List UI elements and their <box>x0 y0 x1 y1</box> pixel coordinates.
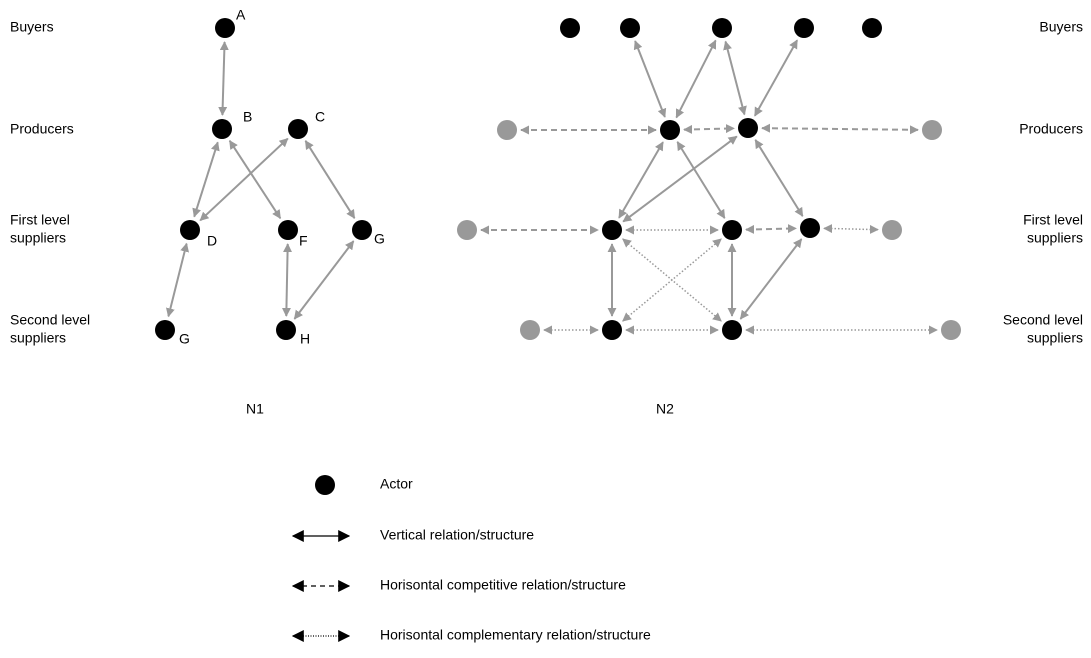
level-label: suppliers <box>1027 330 1083 346</box>
actor-node <box>660 120 680 140</box>
relation-arrow <box>304 140 356 219</box>
actor-node <box>497 120 517 140</box>
actor-node <box>155 320 175 340</box>
node-label: A <box>236 7 246 23</box>
actor-node <box>288 119 308 139</box>
actor-node <box>276 320 296 340</box>
node-label: D <box>207 233 217 249</box>
relation-arrow <box>753 39 799 117</box>
network-title: N2 <box>656 401 674 417</box>
relation-arrow <box>675 39 717 119</box>
relation-arrow <box>739 238 803 320</box>
level-label: suppliers <box>10 330 66 346</box>
relation-arrow <box>754 139 804 217</box>
actor-node <box>794 18 814 38</box>
node-label: G <box>374 231 385 247</box>
level-label: Producers <box>10 121 74 137</box>
relation-arrow <box>218 41 229 116</box>
level-label: Buyers <box>1039 19 1083 35</box>
relation-arrow <box>683 124 735 134</box>
actor-node <box>722 320 742 340</box>
level-label: Producers <box>1019 121 1083 137</box>
actor-node <box>215 18 235 38</box>
relation-arrow <box>676 141 726 219</box>
level-label: Second level <box>10 312 90 328</box>
actor-node <box>180 220 200 240</box>
actor-node <box>457 220 477 240</box>
legend-label: Actor <box>380 476 413 492</box>
actor-node <box>278 220 298 240</box>
actor-node <box>602 320 622 340</box>
actor-node <box>520 320 540 340</box>
relation-arrow <box>622 238 722 322</box>
legend-label: Vertical relation/structure <box>380 527 534 543</box>
level-label: Second level <box>1003 312 1083 328</box>
actor-node <box>712 18 732 38</box>
actor-node <box>352 220 372 240</box>
node-label: F <box>299 233 308 249</box>
actor-node <box>738 118 758 138</box>
relation-arrow <box>293 240 355 320</box>
relation-arrow <box>281 243 293 317</box>
relation-arrow <box>228 139 282 220</box>
level-label: Buyers <box>10 19 54 35</box>
actor-node <box>722 220 742 240</box>
node-label: B <box>243 109 252 125</box>
relation-arrow <box>823 224 879 234</box>
level-label: suppliers <box>1027 230 1083 246</box>
relation-arrow <box>618 141 664 219</box>
node-label: C <box>315 109 325 125</box>
level-label: First level <box>1023 212 1083 228</box>
actor-node <box>212 119 232 139</box>
relation-arrow <box>192 141 220 218</box>
legend-label: Horisontal complementary relation/struct… <box>380 627 651 643</box>
legend-actor <box>315 475 335 495</box>
relation-arrow <box>723 40 747 116</box>
network-title: N1 <box>246 401 264 417</box>
actor-node <box>800 218 820 238</box>
level-label: suppliers <box>10 230 66 246</box>
actor-node <box>602 220 622 240</box>
legend-label: Horisontal competitive relation/structur… <box>380 577 626 593</box>
relation-arrow <box>745 224 797 234</box>
node-label: G <box>179 331 190 347</box>
relation-arrow <box>165 242 190 318</box>
relation-arrow <box>761 123 919 135</box>
actor-node <box>941 320 961 340</box>
actor-node <box>862 18 882 38</box>
node-label: H <box>300 331 310 347</box>
actor-node <box>922 120 942 140</box>
actor-node <box>560 18 580 38</box>
actor-node <box>620 18 640 38</box>
actor-node <box>882 220 902 240</box>
level-label: First level <box>10 212 70 228</box>
relation-arrow <box>633 40 667 118</box>
